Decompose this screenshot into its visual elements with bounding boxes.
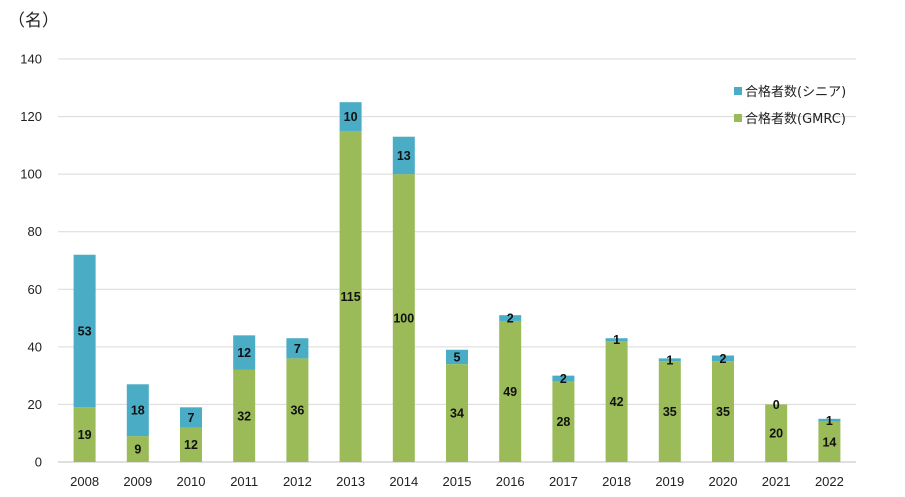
bar-gmrc bbox=[712, 361, 734, 462]
bar-gmrc bbox=[446, 364, 468, 462]
data-label-gmrc: 9 bbox=[134, 443, 141, 457]
bar-gmrc bbox=[233, 369, 256, 462]
data-label-senior: 13 bbox=[397, 149, 411, 163]
x-tick-label: 2008 bbox=[70, 474, 99, 489]
data-label-gmrc: 35 bbox=[716, 405, 730, 419]
x-tick-label: 2011 bbox=[230, 474, 258, 489]
data-label-senior: 5 bbox=[454, 350, 461, 364]
data-label-senior: 12 bbox=[237, 346, 251, 360]
x-tick-label: 2020 bbox=[709, 474, 738, 489]
y-tick-label: 40 bbox=[28, 339, 42, 354]
bar-gmrc bbox=[339, 130, 362, 462]
bar-senior bbox=[446, 349, 468, 365]
bar-senior bbox=[126, 384, 149, 437]
bar-gmrc bbox=[765, 404, 788, 462]
y-tick-label: 120 bbox=[20, 109, 42, 124]
x-tick-label: 2009 bbox=[123, 474, 152, 489]
x-tick-label: 2019 bbox=[655, 474, 684, 489]
x-tick-label: 2021 bbox=[762, 474, 791, 489]
data-label-senior: 2 bbox=[720, 352, 727, 366]
data-label-senior: 1 bbox=[613, 333, 620, 347]
data-label-gmrc: 12 bbox=[184, 438, 198, 452]
data-label-gmrc: 14 bbox=[822, 435, 836, 449]
data-label-senior: 1 bbox=[666, 353, 673, 367]
data-label-senior: 18 bbox=[131, 404, 145, 418]
data-label-senior: 7 bbox=[188, 411, 195, 425]
y-tick-label: 20 bbox=[28, 397, 42, 412]
x-tick-label: 2015 bbox=[443, 474, 472, 489]
bar-senior bbox=[73, 254, 96, 408]
y-tick-label: 0 bbox=[35, 455, 42, 470]
data-label-gmrc: 34 bbox=[450, 407, 464, 421]
data-label-gmrc: 19 bbox=[78, 428, 92, 442]
x-tick-label: 2012 bbox=[283, 474, 312, 489]
data-label-gmrc: 36 bbox=[290, 404, 304, 418]
legend-swatch bbox=[734, 114, 742, 122]
bar-senior bbox=[818, 418, 841, 422]
bar-senior bbox=[658, 358, 681, 362]
y-tick-label: 140 bbox=[20, 52, 42, 67]
bar-gmrc bbox=[392, 174, 415, 462]
data-label-senior: 2 bbox=[560, 372, 567, 386]
data-label-senior: 2 bbox=[507, 312, 514, 326]
data-label-gmrc: 115 bbox=[341, 290, 361, 304]
bar-gmrc bbox=[180, 427, 202, 462]
bar-gmrc bbox=[658, 361, 681, 462]
x-axis-ticks: 2008 2009 2010 2011 2012 2013 2014 2015 2016 2017… bbox=[70, 474, 844, 489]
bar-gmrc bbox=[286, 358, 309, 462]
y-tick-label: 100 bbox=[20, 167, 42, 182]
bar-senior bbox=[712, 355, 734, 362]
bar-senior bbox=[286, 338, 309, 359]
bar-gmrc bbox=[818, 421, 841, 462]
x-tick-label: 2013 bbox=[336, 474, 365, 489]
y-axis-unit-label: （名） bbox=[8, 11, 59, 31]
bar-senior bbox=[392, 136, 415, 175]
y-tick-label: 60 bbox=[28, 282, 42, 297]
bar-gmrc bbox=[605, 341, 628, 462]
y-axis-ticks: 0 20 40 60 80 100 120 140 bbox=[20, 52, 42, 470]
x-tick-label: 2016 bbox=[496, 474, 525, 489]
bar-gmrc bbox=[499, 320, 522, 462]
data-label-gmrc: 42 bbox=[610, 395, 624, 409]
data-label-gmrc: 20 bbox=[769, 427, 783, 441]
data-label-gmrc: 32 bbox=[237, 409, 251, 423]
x-tick-label: 2018 bbox=[602, 474, 631, 489]
data-label-gmrc: 49 bbox=[503, 385, 517, 399]
x-tick-label: 2014 bbox=[389, 474, 418, 489]
data-label-senior: 53 bbox=[78, 325, 92, 339]
data-label-senior: 10 bbox=[344, 110, 358, 124]
bar-senior bbox=[339, 102, 362, 131]
bar-senior bbox=[552, 375, 575, 382]
data-label-senior: 7 bbox=[294, 342, 301, 356]
legend-label: 合格者数(GMRC) bbox=[745, 111, 846, 127]
data-label-gmrc: 100 bbox=[393, 312, 414, 326]
legend-label: 合格者数(シニア) bbox=[745, 84, 846, 100]
x-tick-label: 2017 bbox=[549, 474, 578, 489]
y-tick-label: 80 bbox=[28, 224, 42, 239]
bars bbox=[73, 102, 841, 462]
data-label-senior: 0 bbox=[773, 398, 780, 412]
data-label-gmrc: 28 bbox=[556, 415, 570, 429]
bar-senior bbox=[499, 315, 522, 321]
x-tick-label: 2022 bbox=[815, 474, 844, 489]
data-label-senior: 1 bbox=[826, 414, 833, 428]
x-tick-label: 2010 bbox=[177, 474, 206, 489]
legend: 合格者数(シニア) 合格者数(GMRC) bbox=[734, 84, 846, 127]
bar-senior bbox=[605, 338, 628, 342]
data-label-gmrc: 35 bbox=[663, 405, 677, 419]
legend-swatch bbox=[734, 87, 742, 95]
bar-senior bbox=[233, 335, 256, 370]
bar-gmrc bbox=[73, 407, 96, 462]
bar-gmrc bbox=[126, 436, 149, 462]
bar-gmrc bbox=[552, 381, 575, 462]
bar-senior bbox=[180, 407, 202, 428]
